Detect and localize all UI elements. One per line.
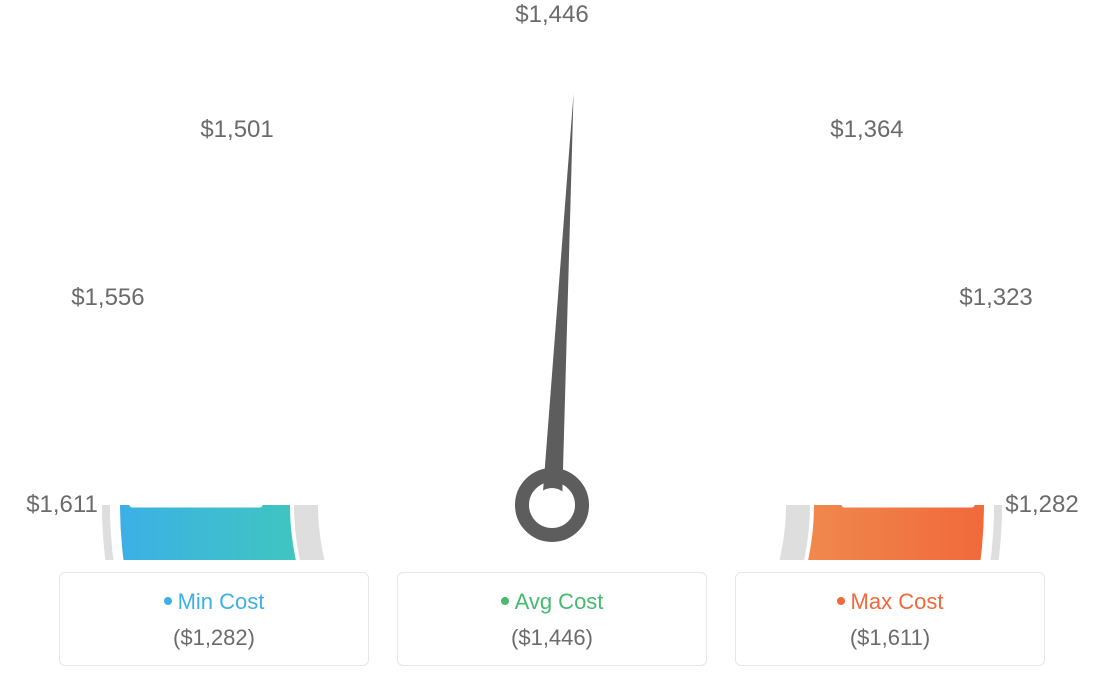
gauge-tick-label: $1,501 — [200, 116, 273, 144]
legend-max-value: ($1,611) — [736, 625, 1044, 651]
dot-icon — [837, 597, 845, 605]
dot-icon — [164, 597, 172, 605]
gauge-svg — [0, 0, 1104, 560]
legend-max-label: Max Cost — [851, 589, 944, 614]
legend-row: Min Cost ($1,282) Avg Cost ($1,446) Max … — [59, 572, 1045, 666]
gauge-tick-label: $1,446 — [515, 1, 588, 29]
legend-card-max: Max Cost ($1,611) — [735, 572, 1045, 666]
legend-card-avg: Avg Cost ($1,446) — [397, 572, 707, 666]
legend-card-min: Min Cost ($1,282) — [59, 572, 369, 666]
dot-icon — [501, 597, 509, 605]
gauge-tick-label: $1,282 — [1005, 491, 1078, 519]
gauge-tick-label: $1,323 — [959, 284, 1032, 312]
gauge-tick-label: $1,556 — [71, 284, 144, 312]
legend-title-avg: Avg Cost — [398, 589, 706, 615]
legend-avg-value: ($1,446) — [398, 625, 706, 651]
legend-title-min: Min Cost — [60, 589, 368, 615]
legend-min-value: ($1,282) — [60, 625, 368, 651]
gauge-tick-label: $1,364 — [830, 116, 903, 144]
legend-avg-label: Avg Cost — [515, 589, 604, 614]
gauge-tick-label: $1,611 — [26, 491, 98, 519]
gauge-chart: $1,282 $1,323 $1,364 $1,446 $1,501 $1,556 $1,6… — [0, 0, 1104, 560]
legend-title-max: Max Cost — [736, 589, 1044, 615]
legend-min-label: Min Cost — [178, 589, 265, 614]
